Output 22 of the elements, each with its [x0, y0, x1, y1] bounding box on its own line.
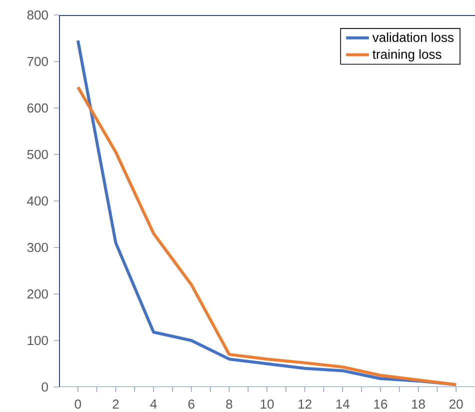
y-tick-label: 500 — [27, 150, 48, 160]
legend-label: training loss — [372, 49, 442, 62]
x-tick-label: 14 — [336, 400, 350, 408]
legend-label: validation loss — [372, 32, 454, 42]
x-tick-label: 0 — [74, 400, 82, 409]
y-tick-label: 100 — [28, 336, 48, 346]
y-tick-label: 700 — [27, 56, 48, 66]
x-tick-label: 16 — [374, 400, 388, 409]
y-tick-label: 800 — [27, 10, 48, 20]
x-tick-label: 18 — [412, 400, 425, 409]
y-tick-label: 600 — [27, 103, 48, 113]
x-tick-label: 6 — [188, 400, 194, 409]
x-tick-label: 4 — [150, 400, 157, 408]
x-tick-label: 10 — [260, 400, 274, 409]
x-tick-label: 2 — [112, 400, 119, 409]
x-tick-label: 12 — [298, 400, 312, 409]
x-tick-label: 8 — [226, 400, 232, 409]
y-tick-label: 0 — [42, 382, 48, 392]
y-tick-label: 400 — [27, 196, 48, 206]
x-tick-label: 20 — [450, 400, 463, 409]
y-tick-label: 300 — [27, 242, 48, 252]
y-tick-label: 200 — [27, 289, 48, 299]
